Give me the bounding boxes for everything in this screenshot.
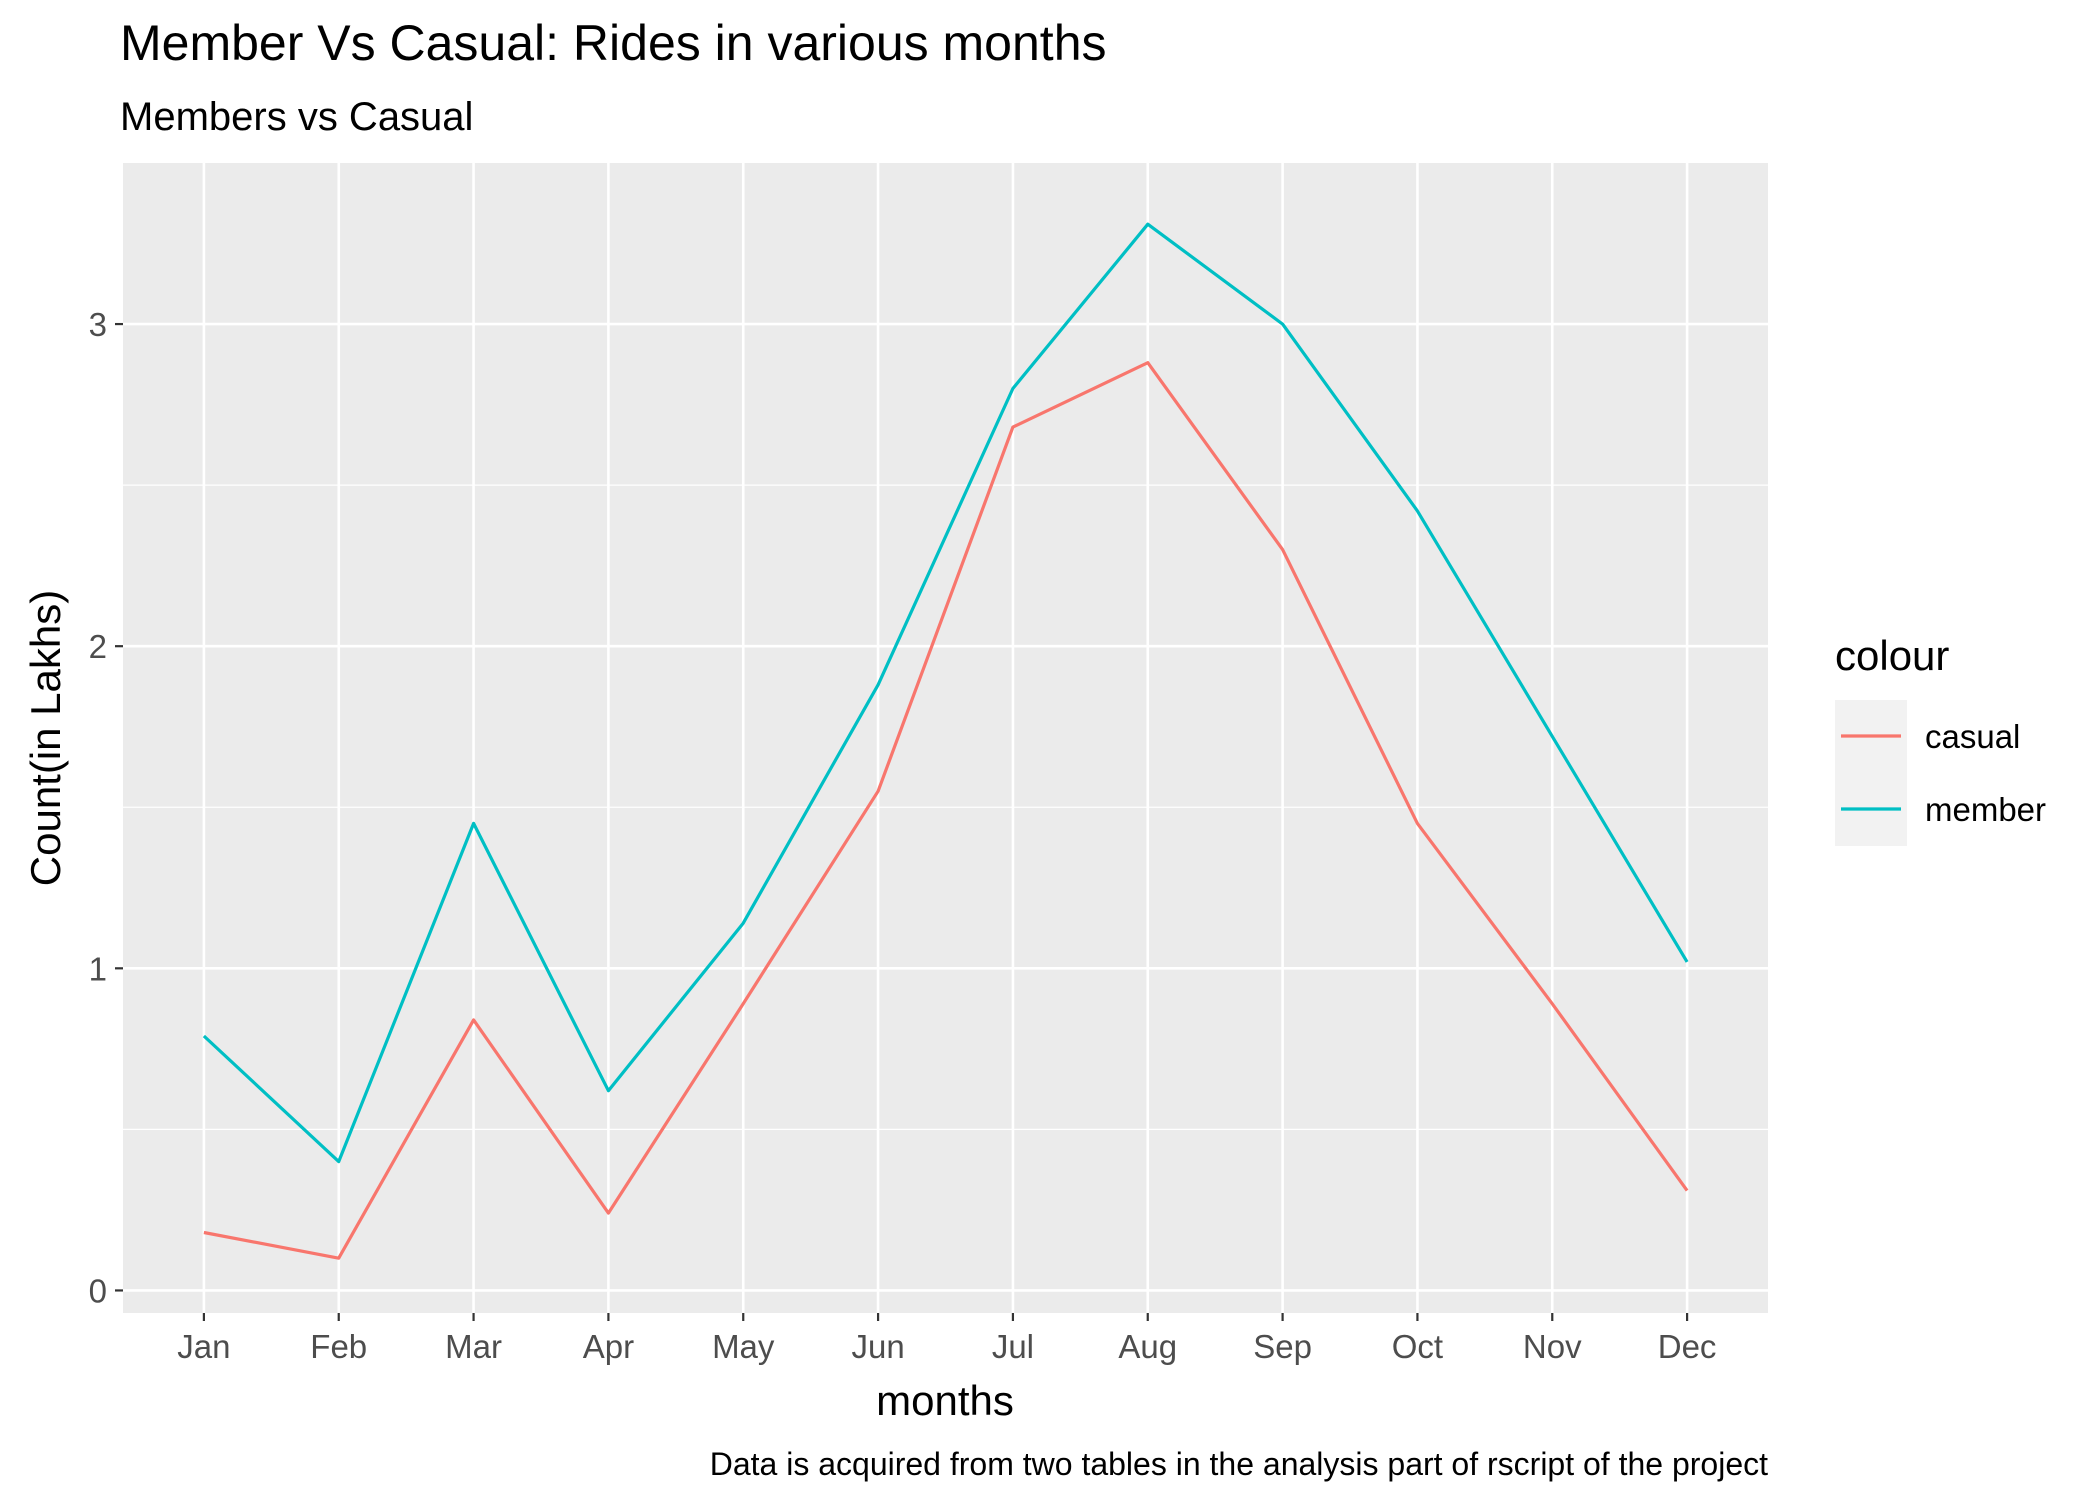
- chart-caption: Data is acquired from two tables in the …: [710, 1446, 1768, 1482]
- x-tick-label: Nov: [1523, 1328, 1582, 1365]
- y-tick-label: 3: [89, 306, 107, 343]
- chart-subtitle: Members vs Casual: [120, 95, 473, 139]
- plot-panel: [123, 163, 1768, 1313]
- x-tick-label: Aug: [1118, 1328, 1177, 1365]
- x-tick-label: Sep: [1253, 1328, 1312, 1365]
- x-tick-label: Jul: [992, 1328, 1034, 1365]
- y-tick-label: 1: [89, 950, 107, 987]
- series-lines: [202, 222, 1689, 1260]
- legend-key-background: [1835, 700, 1907, 846]
- series-line-casual: [203, 361, 1689, 1260]
- x-tick-label: Jun: [851, 1328, 904, 1365]
- legend-label-member: member: [1925, 791, 2046, 828]
- x-tick-label: Jan: [177, 1328, 230, 1365]
- x-tick-label: May: [712, 1328, 775, 1365]
- minor-gridlines: [123, 484, 1768, 1130]
- x-tick-label: Feb: [310, 1328, 367, 1365]
- y-tick-label: 2: [89, 628, 107, 665]
- y-axis: 0 1 2 3: [89, 306, 123, 1309]
- x-tick-label: Mar: [445, 1328, 502, 1365]
- series-line-member: [202, 222, 1689, 1164]
- y-tick-label: 0: [89, 1272, 107, 1309]
- y-axis-title: Count(in Lakhs): [22, 590, 69, 886]
- x-axis-title: months: [876, 1377, 1014, 1424]
- legend: colour casual member: [1835, 632, 2046, 846]
- legend-label-casual: casual: [1925, 718, 2020, 755]
- legend-title: colour: [1835, 632, 1949, 679]
- x-tick-label: Apr: [583, 1328, 634, 1365]
- chart-title: Member Vs Casual: Rides in various month…: [120, 15, 1107, 71]
- x-axis: Jan Feb Mar Apr May Jun Jul Aug Sep Oct Nov Dec: [177, 1313, 1716, 1365]
- x-tick-label: Dec: [1658, 1328, 1717, 1365]
- x-tick-label: Oct: [1392, 1328, 1443, 1365]
